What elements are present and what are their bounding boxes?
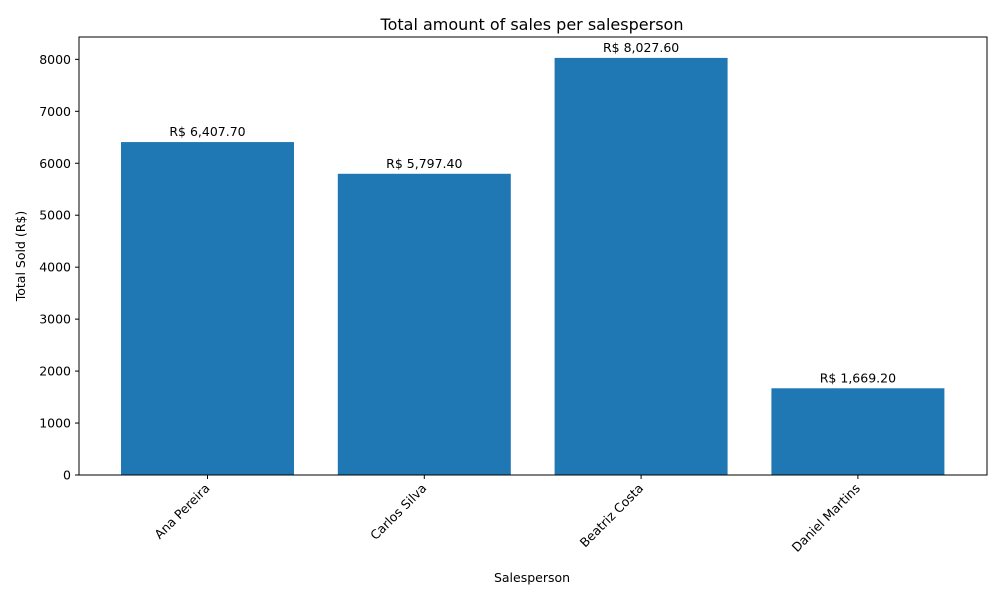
x-tick-label: Ana Pereira bbox=[151, 481, 212, 542]
y-tick-label: 2000 bbox=[39, 364, 71, 379]
y-tick-label: 7000 bbox=[39, 104, 71, 119]
x-tick-label: Daniel Martins bbox=[789, 481, 863, 555]
x-tick-label: Beatriz Costa bbox=[577, 481, 647, 551]
plot-frame bbox=[78, 36, 988, 476]
bar-carlos-silva bbox=[337, 173, 511, 475]
x-tick-label: Carlos Silva bbox=[367, 481, 429, 543]
y-tick-label: 5000 bbox=[39, 208, 71, 223]
bar-ana-pereira bbox=[121, 142, 294, 475]
bar-daniel-martins bbox=[771, 388, 945, 475]
bars-group bbox=[121, 57, 945, 475]
data-labels-group: R$ 6,407.70 R$ 5,797.40 R$ 8,027.60 R$ 1,66… bbox=[169, 40, 896, 385]
y-tick-label: 4000 bbox=[39, 260, 71, 275]
data-label: R$ 1,669.20 bbox=[820, 370, 896, 385]
data-label: R$ 8,027.60 bbox=[603, 40, 679, 55]
y-tick-label: 0 bbox=[63, 468, 71, 483]
y-axis: 0 1000 2000 3000 4000 5000 6000 7000 8000 bbox=[39, 52, 79, 483]
chart-title: Total amount of sales per salesperson bbox=[380, 15, 684, 34]
data-label: R$ 5,797.40 bbox=[386, 156, 462, 171]
y-tick-label: 1000 bbox=[39, 416, 71, 431]
y-tick-label: 6000 bbox=[39, 156, 71, 171]
y-axis-label: Total Sold (R$) bbox=[13, 211, 28, 303]
y-tick-label: 8000 bbox=[39, 52, 71, 67]
x-axis-label: Salesperson bbox=[494, 570, 570, 585]
bar-beatriz-costa bbox=[554, 57, 728, 475]
y-tick-label: 3000 bbox=[39, 312, 71, 327]
x-axis: Ana Pereira Carlos Silva Beatriz Costa Dani… bbox=[151, 475, 863, 555]
data-label: R$ 6,407.70 bbox=[169, 124, 245, 139]
